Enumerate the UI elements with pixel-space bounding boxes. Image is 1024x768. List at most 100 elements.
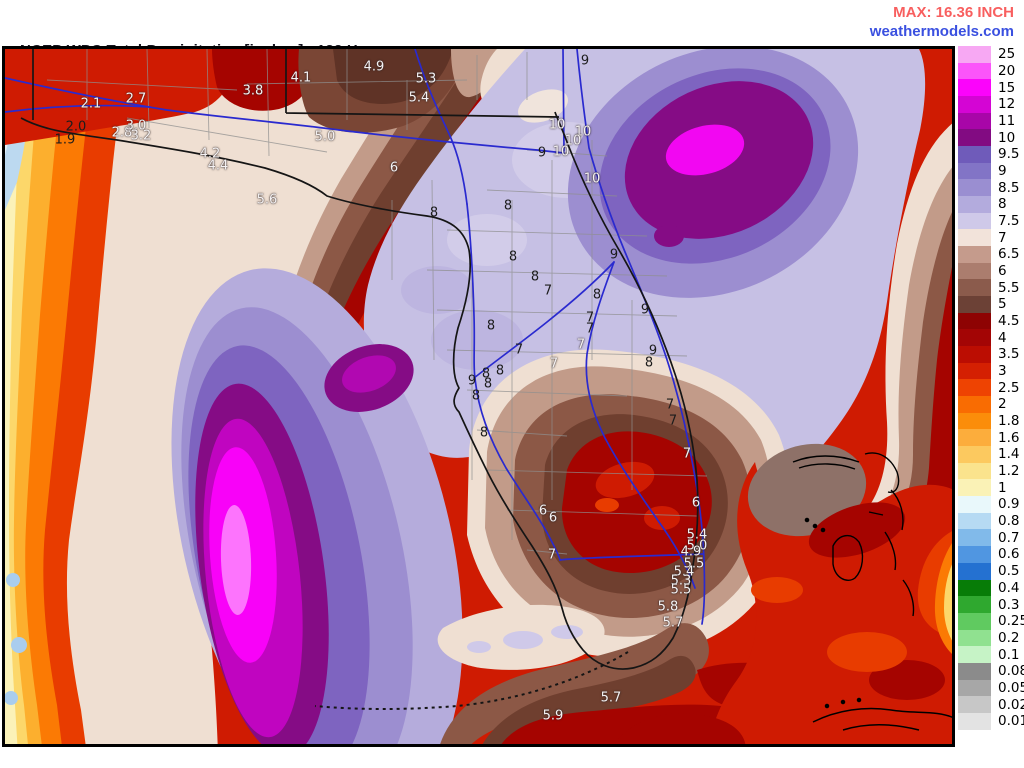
legend-swatch (958, 346, 991, 363)
legend-row: 7.5 (958, 212, 1024, 230)
legend-swatch (958, 379, 991, 397)
legend-swatch (958, 546, 991, 563)
legend-row: 4 (958, 329, 1024, 347)
legend-value-label: 0.25 (998, 613, 1024, 630)
header-right: MAX: 16.36 INCH weathermodels.com (870, 3, 1014, 41)
legend-row: 6.5 (958, 246, 1024, 263)
legend-value-label: 9.5 (998, 146, 1020, 163)
legend-row: 0.8 (958, 512, 1024, 530)
gulf-max-blob (171, 268, 463, 744)
legend-row: 0.1 (958, 646, 1024, 663)
cuba-coastline (812, 697, 952, 731)
legend-swatch (958, 162, 991, 180)
legend-value-label: 2 (998, 396, 1007, 413)
legend-swatch (958, 579, 991, 597)
legend-value-label: 0.1 (998, 646, 1020, 663)
legend-row: 25 (958, 46, 1024, 63)
legend-row: 15 (958, 79, 1024, 97)
legend-value-label: 0.6 (998, 546, 1020, 563)
legend-value-label: 11 (998, 113, 1016, 130)
legend-swatch (958, 629, 991, 647)
legend-swatch (958, 62, 991, 80)
legend-swatch (958, 696, 991, 713)
legend-value-label: 0.2 (998, 629, 1020, 646)
legend-swatch (958, 429, 991, 447)
legend-row: 12 (958, 96, 1024, 113)
legend-value-label: 1 (998, 479, 1007, 496)
legend-row: 11 (958, 112, 1024, 130)
legend-row: 1.8 (958, 412, 1024, 430)
legend-swatch (958, 646, 991, 663)
legend-value-label: 4 (998, 329, 1007, 346)
legend-value-label: 7 (998, 229, 1007, 246)
legend-row: 4.5 (958, 312, 1024, 330)
website-link[interactable]: weathermodels.com (869, 23, 1014, 40)
legend-swatch (958, 496, 991, 513)
legend-row: 0.08 (958, 662, 1024, 680)
state-borders-coastline (20, 49, 699, 670)
legend-swatch (958, 562, 991, 580)
legend-value-label: 6.5 (998, 246, 1020, 263)
legend-value-label: 0.01 (998, 713, 1024, 730)
legend-swatch (958, 512, 991, 530)
county-lines (46, 49, 708, 555)
legend-row: 6 (958, 262, 1024, 280)
legend-row: 0.25 (958, 612, 1024, 630)
legend-row: 1.4 (958, 446, 1024, 463)
legend-row: 0.5 (958, 562, 1024, 580)
legend-value-label: 15 (998, 79, 1016, 96)
precipitation-field-svg (5, 49, 952, 744)
legend-value-label: 0.4 (998, 579, 1020, 596)
legend-row: 0.6 (958, 546, 1024, 563)
legend-row: 1.2 (958, 462, 1024, 480)
legend-row: 7 (958, 229, 1024, 247)
west-edge-bands (5, 49, 127, 744)
legend-swatch (958, 446, 991, 463)
legend-row: 2 (958, 396, 1024, 413)
legend-value-label: 7.5 (998, 213, 1020, 230)
legend-swatch (958, 129, 991, 147)
legend-row: 0.7 (958, 529, 1024, 547)
legend-swatch (958, 529, 991, 547)
legend-value-label: 8.5 (998, 179, 1020, 196)
legend-swatch (958, 712, 991, 730)
legend-value-label: 0.8 (998, 513, 1020, 530)
legend-value-label: 9 (998, 163, 1007, 180)
legend-swatch (958, 146, 991, 163)
south-florida-blob (467, 349, 791, 658)
legend-value-label: 8 (998, 196, 1007, 213)
legend-value-label: 0.05 (998, 679, 1024, 696)
legend-value-label: 5.5 (998, 279, 1020, 296)
legend-row: 2.5 (958, 379, 1024, 397)
legend-swatch (958, 596, 991, 613)
color-scale-legend: 25 20 15 12 11 10 9.5 9 8.5 8 7.5 7 6.5 6 5.5 5 4.5 4 3.5 3… (958, 46, 1024, 730)
east-bands (865, 123, 952, 534)
legend-swatch (958, 412, 991, 430)
legend-swatch (958, 112, 991, 130)
legend-swatch (958, 246, 991, 263)
legend-row: 5.5 (958, 279, 1024, 297)
legend-value-label: 4.5 (998, 313, 1020, 330)
legend-row: 1 (958, 479, 1024, 497)
legend-value-label: 3 (998, 363, 1007, 380)
legend-value-label: 0.7 (998, 529, 1020, 546)
legend-row: 0.3 (958, 596, 1024, 613)
southeast-warm-mass (614, 443, 952, 744)
legend-value-label: 2.5 (998, 379, 1020, 396)
legend-value-label: 1.2 (998, 463, 1020, 480)
legend-swatch (958, 479, 991, 497)
legend-row: 9.5 (958, 146, 1024, 163)
legend-value-label: 1.8 (998, 413, 1020, 430)
legend-value-label: 1.6 (998, 429, 1020, 446)
legend-swatch (958, 46, 991, 63)
legend-value-label: 5 (998, 296, 1007, 313)
max-value-label: MAX: 16.36 INCH (893, 4, 1014, 21)
legend-swatch (958, 196, 991, 213)
legend-swatch (958, 396, 991, 413)
legend-swatch (958, 462, 991, 480)
legend-swatch (958, 96, 991, 113)
legend-row: 3 (958, 362, 1024, 380)
atlantic-max-blob (567, 49, 859, 298)
legend-swatch (958, 296, 991, 313)
